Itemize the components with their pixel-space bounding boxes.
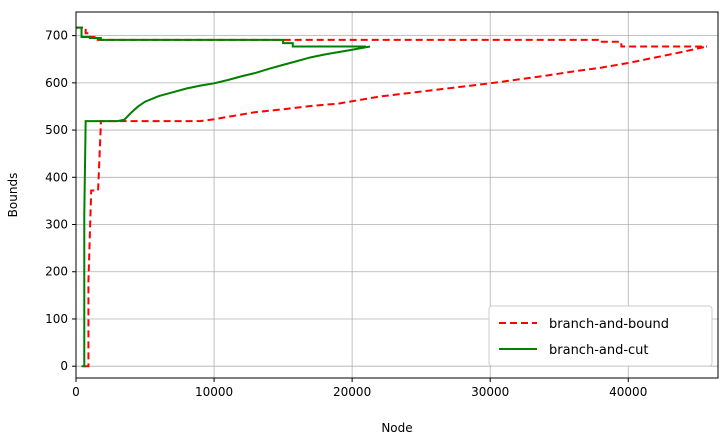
x-tick-label: 30000 xyxy=(471,385,509,399)
legend-label-branch-and-cut: branch-and-cut xyxy=(549,343,649,358)
y-tick-label: 300 xyxy=(45,218,68,232)
x-tick-label: 0 xyxy=(72,385,80,399)
plot-frame xyxy=(75,11,719,379)
y-tick-label: 400 xyxy=(45,170,68,184)
y-tick-label: 200 xyxy=(45,265,68,279)
x-tick-label: 10000 xyxy=(195,385,233,399)
grid-lines xyxy=(75,12,718,378)
legend: branch-and-bound branch-and-cut xyxy=(488,305,713,367)
series-lines xyxy=(76,26,708,368)
y-tick-label: 500 xyxy=(45,123,68,137)
legend-box xyxy=(488,305,713,367)
y-axis-label: Bounds xyxy=(6,173,20,218)
x-tick-label: 40000 xyxy=(609,385,647,399)
x-tick-label: 20000 xyxy=(333,385,371,399)
legend-label-branch-and-bound: branch-and-bound xyxy=(549,317,669,332)
series-line-branch-and-cut xyxy=(76,26,366,48)
axis-ticks: 0 10000 20000 30000 40000 0 100 200 300 400 500 600… xyxy=(45,29,647,399)
y-tick-label: 100 xyxy=(45,312,68,326)
y-tick-label: 700 xyxy=(45,29,68,43)
series-line-branch-and-bound xyxy=(84,45,708,368)
x-axis-label: Node xyxy=(381,421,412,435)
y-tick-label: 600 xyxy=(45,76,68,90)
series-line-branch-and-cut xyxy=(81,45,371,368)
series-line-branch-and-bound xyxy=(76,26,707,48)
y-tick-label: 0 xyxy=(60,359,68,373)
